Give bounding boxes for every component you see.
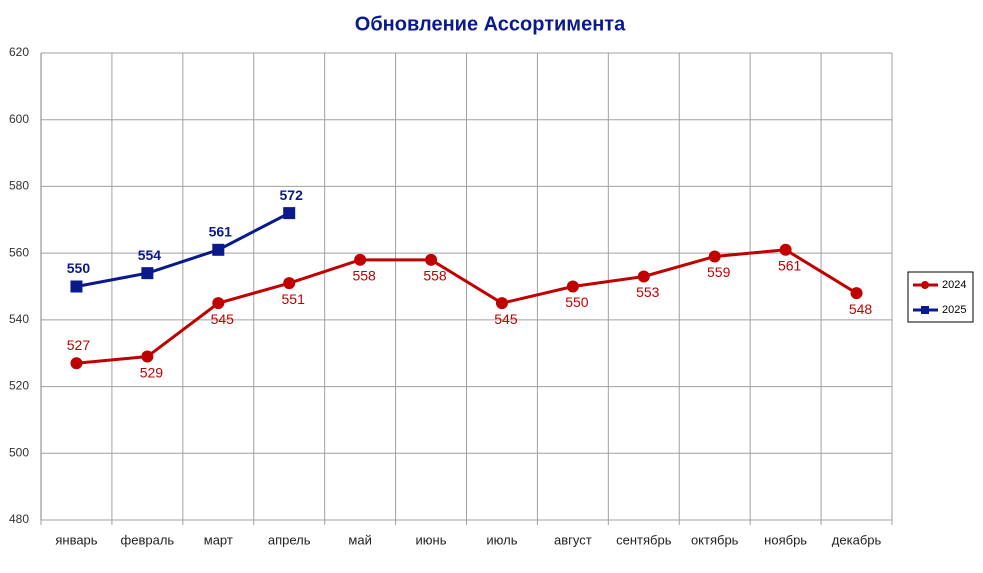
marker	[779, 243, 792, 256]
series-line	[76, 211, 290, 288]
data-label: 561	[778, 258, 802, 274]
data-label: 572	[280, 187, 304, 203]
x-tick-label: май	[348, 532, 371, 547]
marker	[283, 277, 296, 290]
data-label: 550	[67, 260, 91, 276]
data-label: 545	[494, 311, 518, 327]
legend-label: 2024	[942, 279, 966, 291]
marker	[70, 357, 83, 370]
y-tick-label: 580	[9, 179, 29, 193]
x-tick-label: апрель	[268, 532, 311, 547]
marker	[425, 253, 438, 266]
marker	[708, 250, 721, 263]
x-tick-label: август	[554, 532, 592, 547]
marker	[283, 207, 296, 220]
data-label: 550	[565, 294, 589, 310]
data-label: 561	[209, 224, 233, 240]
marker	[637, 270, 650, 283]
data-label: 558	[352, 268, 376, 284]
y-tick-label: 560	[9, 245, 29, 259]
data-label: 527	[67, 337, 91, 353]
marker	[566, 280, 579, 293]
data-label: 529	[140, 364, 164, 380]
marker	[354, 253, 367, 266]
legend-label: 2025	[942, 304, 966, 316]
x-tick-label: июль	[486, 532, 517, 547]
marker	[495, 297, 508, 310]
x-tick-label: сентябрь	[616, 532, 672, 547]
y-tick-label: 540	[9, 312, 29, 326]
marker	[212, 243, 225, 256]
x-tick-label: январь	[55, 532, 97, 547]
data-label: 545	[211, 311, 235, 327]
x-tick-label: ноябрь	[764, 532, 807, 547]
y-tick-label: 500	[9, 445, 29, 459]
data-label: 553	[636, 284, 660, 300]
data-label: 559	[707, 264, 731, 280]
legend-marker	[921, 281, 929, 289]
x-tick-label: февраль	[121, 532, 175, 547]
y-tick-label: 480	[9, 512, 29, 526]
chart-title: Обновление Ассортимента	[355, 13, 626, 35]
x-tick-label: октябрь	[691, 532, 739, 547]
series-line	[76, 248, 858, 365]
data-label: 554	[138, 247, 162, 263]
marker	[212, 297, 225, 310]
data-label: 551	[282, 291, 306, 307]
y-tick-label: 620	[9, 45, 29, 59]
data-label: 558	[423, 268, 447, 284]
marker	[850, 287, 863, 300]
x-tick-label: март	[204, 532, 233, 547]
marker	[70, 280, 83, 293]
marker	[141, 267, 154, 280]
legend-box	[907, 271, 974, 323]
x-tick-label: июнь	[416, 532, 447, 547]
y-tick-label: 520	[9, 379, 29, 393]
marker	[141, 350, 154, 363]
legend-marker	[921, 306, 929, 314]
x-tick-label: декабрь	[832, 532, 882, 547]
y-tick-label: 600	[9, 112, 29, 126]
data-label: 548	[849, 301, 873, 317]
